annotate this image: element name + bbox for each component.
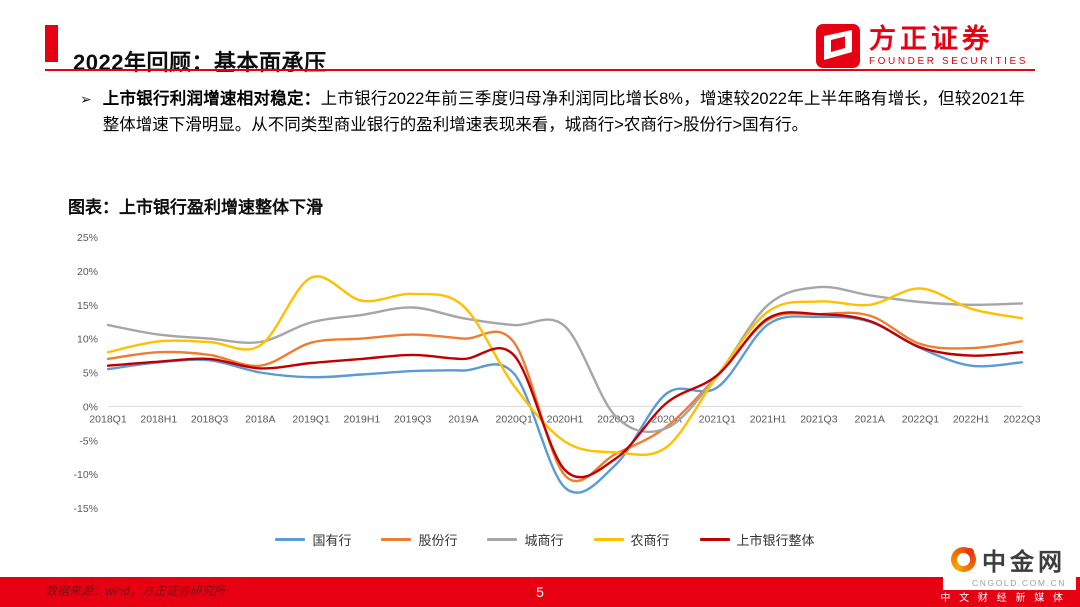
y-tick-label: 20% (77, 266, 98, 278)
summary-body: 上市银行2022年前三季度归母净利润同比增长8%，增速较2022年上半年略有增长… (102, 90, 1025, 134)
x-tick-label: 2018A (245, 413, 275, 425)
y-tick-label: 25% (77, 232, 98, 244)
x-tick-label: 2019H1 (343, 413, 380, 425)
legend-label: 城商行 (524, 533, 564, 548)
legend-item: 股份行 (381, 530, 457, 549)
y-tick-label: -15% (73, 503, 98, 515)
legend-label: 上市银行整体 (736, 533, 815, 548)
profit-growth-chart: 25% 20% 15% 10% 5% 0% -5% -10% -15% 2018Q1 2018H1 2… (50, 222, 1040, 549)
legend-swatch (699, 538, 730, 541)
brand-subtitle: FOUNDER SECURITIES (868, 55, 1028, 67)
y-tick-label: 0% (83, 401, 98, 413)
cngold-brand-name: 中金网 (982, 549, 1066, 576)
series-line-农商行 (106, 275, 1024, 457)
legend-item: 上市银行整体 (699, 530, 815, 549)
series-line-城商行 (106, 285, 1024, 434)
page-title: 2022年回顾：基本面承压 (73, 49, 327, 75)
x-tick-label: 2019A (448, 413, 478, 425)
x-tick-label: 2019Q1 (292, 413, 330, 425)
cngold-logo-icon (951, 547, 976, 572)
x-tick-label: 2022H1 (953, 413, 990, 425)
summary-text: 上市银行利润增速相对稳定：上市银行2022年前三季度归母净利润同比增长8%，增速… (103, 86, 1025, 138)
page-number: 5 (536, 584, 544, 600)
x-tick-label: 2018H1 (140, 413, 177, 425)
legend-swatch (275, 538, 306, 541)
media-tagline: 中 文 财 经 新 媒 体 (940, 593, 1066, 604)
cngold-domain: CNGOLD.COM.CN (972, 578, 1066, 588)
series-line-股份行 (106, 311, 1024, 483)
legend-swatch (593, 538, 624, 541)
y-tick-label: -5% (79, 435, 98, 447)
summary-lead: 上市银行利润增速相对稳定： (102, 90, 321, 108)
x-tick-label: 2020H1 (547, 413, 584, 425)
series-line-上市银行整体 (106, 311, 1024, 479)
legend-item: 城商行 (487, 530, 564, 549)
y-tick-label: 10% (77, 334, 98, 346)
x-tick-label: 2020Q3 (597, 413, 635, 425)
legend-item: 农商行 (593, 530, 670, 549)
y-tick-label: -10% (73, 469, 98, 481)
legend-item: 国有行 (275, 530, 351, 549)
x-tick-label: 2020Q1 (496, 413, 534, 425)
summary-bullet: ➢ 上市银行利润增速相对稳定：上市银行2022年前三季度归母净利润同比增长8%，… (80, 86, 1025, 138)
header-divider (45, 69, 1035, 71)
legend-label: 股份行 (418, 533, 458, 548)
brand-text: 方正证券 FOUNDER SECURITIES (868, 24, 1028, 67)
y-tick-label: 15% (77, 300, 98, 312)
figure-caption: 图表：上市银行盈利增速整体下滑 (68, 198, 323, 217)
x-tick-label: 2018Q1 (89, 413, 127, 425)
x-tick-label: 2021Q3 (800, 413, 838, 425)
cngold-row: 中金网 (951, 542, 1066, 577)
bullet-arrow-icon: ➢ (80, 91, 92, 107)
legend-swatch (381, 538, 412, 541)
founder-securities-logo: 方正证券 FOUNDER SECURITIES (815, 24, 1028, 68)
chart-legend: 国有行 股份行 城商行 农商行 上市银行整体 (50, 530, 1040, 549)
x-tick-label: 2018Q3 (191, 413, 229, 425)
x-tick-label: 2021A (854, 413, 884, 425)
x-tick-label: 2021Q1 (699, 413, 737, 425)
line-chart-canvas: 25% 20% 15% 10% 5% 0% -5% -10% -15% 2018Q1 2018H1 2… (73, 232, 1040, 515)
brand-name: 方正证券 (868, 24, 993, 55)
legend-label: 农商行 (630, 533, 670, 548)
footer-bar (0, 577, 1080, 607)
founder-logo-icon (815, 24, 860, 68)
cngold-watermark: 中金网 CNGOLD.COM.CN (943, 539, 1076, 590)
legend-swatch (487, 538, 518, 541)
x-tick-label: 2022Q1 (902, 413, 940, 425)
title-accent-bar (45, 25, 58, 62)
x-tick-label: 2019Q3 (394, 413, 432, 425)
legend-label: 国有行 (312, 533, 352, 548)
x-tick-label: 2021H1 (750, 413, 787, 425)
y-tick-label: 5% (83, 368, 98, 380)
data-source-note: 数据来源：wind，方正证券研究所 (45, 584, 226, 598)
x-tick-label: 2022Q3 (1003, 413, 1040, 425)
